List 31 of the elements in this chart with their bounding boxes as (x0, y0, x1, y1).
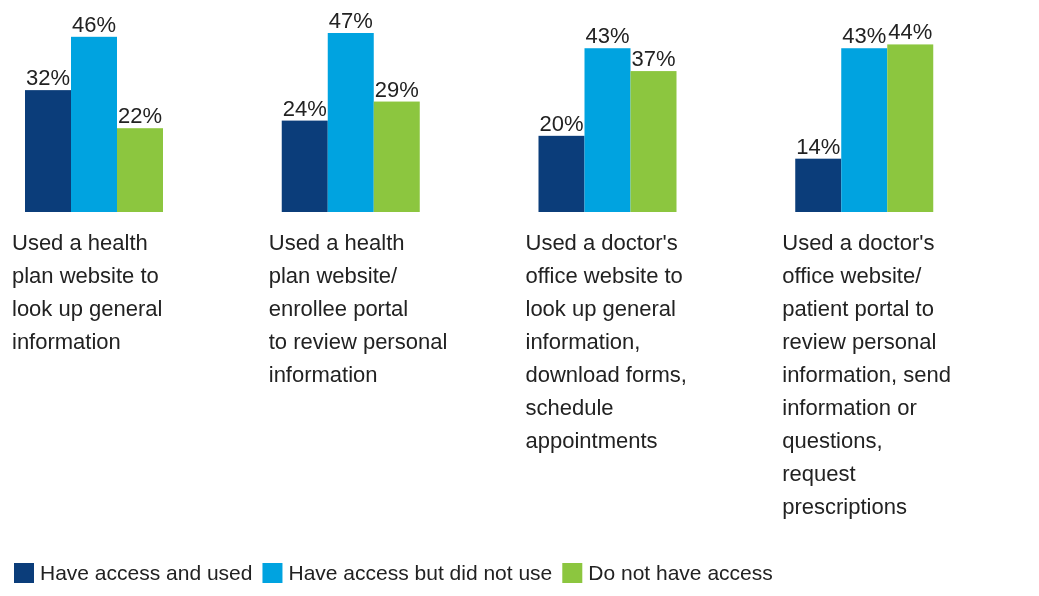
data-label: 32% (25, 65, 71, 91)
data-label: 24% (282, 95, 327, 121)
bar (25, 90, 71, 212)
bar (373, 101, 420, 212)
x-tick-label: Used a doctor's office website to look up general information, download forms, schedule appointments (525, 230, 687, 453)
bar (117, 128, 163, 212)
data-label: 20% (539, 110, 584, 136)
bar (795, 158, 842, 212)
data-label: 47% (328, 8, 373, 33)
data-label: 44% (888, 19, 933, 45)
bar (538, 135, 585, 212)
x-tick-label: Used a health plan website/ enrollee portal to review personal information (268, 230, 448, 387)
legend-label: Do not have access (588, 561, 773, 584)
data-label: 37% (631, 46, 676, 72)
bar (327, 33, 374, 212)
x-tick-label: Used a health plan website to look up general information (12, 230, 163, 354)
data-label: 14% (796, 133, 841, 159)
category-label: Used a doctor's office website/ patient portal to review personal information, send information or questions, request prescriptions (782, 230, 952, 519)
data-label: 29% (374, 76, 419, 102)
data-label: 22% (117, 103, 163, 129)
data-label: 46% (71, 11, 117, 37)
data-label: 43% (842, 23, 887, 49)
legend-label: Have access and used (40, 561, 253, 584)
data-label: 43% (585, 23, 630, 49)
bar (841, 48, 888, 212)
bar (630, 71, 677, 212)
bar (584, 48, 631, 212)
bar (281, 120, 328, 212)
legend-label: Have access but did not use (288, 561, 553, 584)
bar (71, 36, 117, 212)
bar (887, 44, 934, 212)
